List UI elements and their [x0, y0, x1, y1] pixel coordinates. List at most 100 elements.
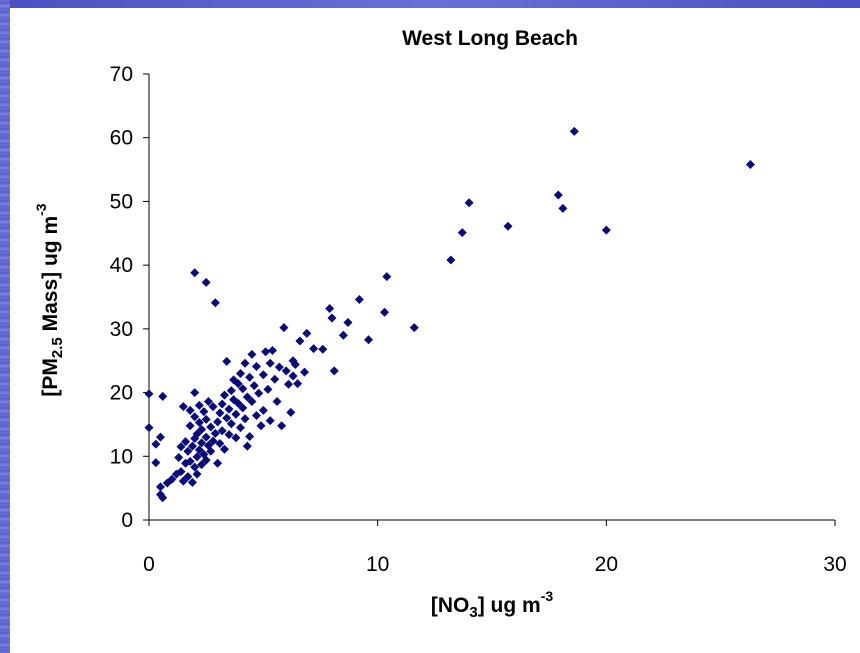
data-point [325, 303, 335, 313]
data-point [231, 433, 241, 443]
data-point [249, 381, 259, 391]
data-point [267, 346, 277, 356]
y-tick-label: 10 [110, 445, 133, 468]
data-point [277, 421, 287, 431]
data-point [247, 396, 257, 406]
data-point [151, 458, 161, 468]
x-tick-label: 0 [143, 553, 155, 576]
data-point [299, 367, 309, 377]
data-point [190, 268, 200, 278]
data-point [263, 384, 273, 394]
data-point [409, 323, 419, 333]
data-point [258, 370, 268, 380]
data-point [194, 445, 204, 455]
data-point [187, 441, 197, 451]
data-point [178, 476, 188, 486]
data-point [382, 272, 392, 282]
data-point [190, 412, 200, 422]
data-point [233, 398, 243, 408]
data-point [240, 414, 250, 424]
data-point [176, 467, 186, 477]
data-point [185, 456, 195, 466]
data-point [155, 432, 165, 442]
data-point [213, 417, 223, 427]
data-point [194, 400, 204, 410]
data-point [194, 418, 204, 428]
data-point [256, 421, 266, 431]
data-point [144, 389, 154, 399]
y-tick-group: 0 10 20 30 40 50 60 70 [110, 63, 149, 532]
y-tick-label: 30 [110, 318, 133, 341]
data-point [569, 126, 579, 136]
x-axis-title-main: [NO [431, 594, 470, 617]
data-point [279, 323, 289, 333]
data-point [329, 366, 339, 376]
data-point [338, 330, 348, 340]
x-axis-title-superscript: -3 [541, 588, 554, 604]
data-point [210, 298, 220, 308]
data-point [242, 392, 252, 402]
data-point [208, 402, 218, 412]
data-point [258, 405, 268, 415]
chart-title: West Long Beach [402, 27, 578, 50]
data-point [343, 317, 353, 327]
data-point [224, 404, 234, 414]
data-point [208, 436, 218, 446]
data-point [197, 460, 207, 470]
data-point [238, 403, 248, 413]
data-point [226, 419, 236, 429]
y-tick-label: 40 [110, 254, 133, 277]
data-point [151, 439, 161, 449]
data-point [380, 307, 390, 317]
data-point [197, 438, 207, 448]
data-point [226, 386, 236, 396]
data-point [224, 430, 234, 440]
y-tick-label: 50 [110, 190, 133, 213]
data-point [251, 411, 261, 421]
x-axis-title-subscript: 3 [469, 604, 477, 621]
data-point [503, 221, 513, 231]
data-point [187, 477, 197, 487]
data-point [245, 432, 255, 442]
data-point [242, 441, 252, 451]
data-point [309, 344, 319, 354]
data-point [203, 396, 213, 406]
data-point [176, 442, 186, 452]
data-point [183, 472, 193, 482]
data-point [364, 335, 374, 345]
data-point [261, 347, 271, 357]
data-point [601, 225, 611, 235]
data-point [185, 405, 195, 415]
data-point [553, 190, 563, 200]
data-point [192, 469, 202, 479]
data-point [558, 203, 568, 213]
data-point [233, 379, 243, 389]
data-point [201, 432, 211, 442]
data-point [247, 349, 257, 359]
data-point [286, 407, 296, 417]
data-point [158, 493, 168, 503]
data-point [251, 361, 261, 371]
data-point [222, 356, 232, 366]
data-point [219, 390, 229, 400]
data-point [281, 366, 291, 376]
data-point [354, 295, 364, 305]
data-point [295, 336, 305, 346]
data-point [201, 455, 211, 465]
data-point [192, 452, 202, 462]
slide-top-band [0, 0, 860, 8]
data-point [327, 313, 337, 323]
y-tick-label: 0 [121, 509, 133, 532]
data-point [144, 423, 154, 433]
y-axis-title-subscript: 2.5 [49, 337, 66, 358]
data-point [213, 458, 223, 468]
slide-left-band [0, 0, 10, 653]
data-point [201, 414, 211, 424]
data-point [190, 388, 200, 398]
data-point [178, 402, 188, 412]
data-point [183, 446, 193, 456]
x-axis-title-unit: ] ug m [478, 594, 541, 617]
y-tick-label: 60 [110, 127, 133, 150]
data-point [235, 368, 245, 378]
data-point [181, 437, 191, 447]
